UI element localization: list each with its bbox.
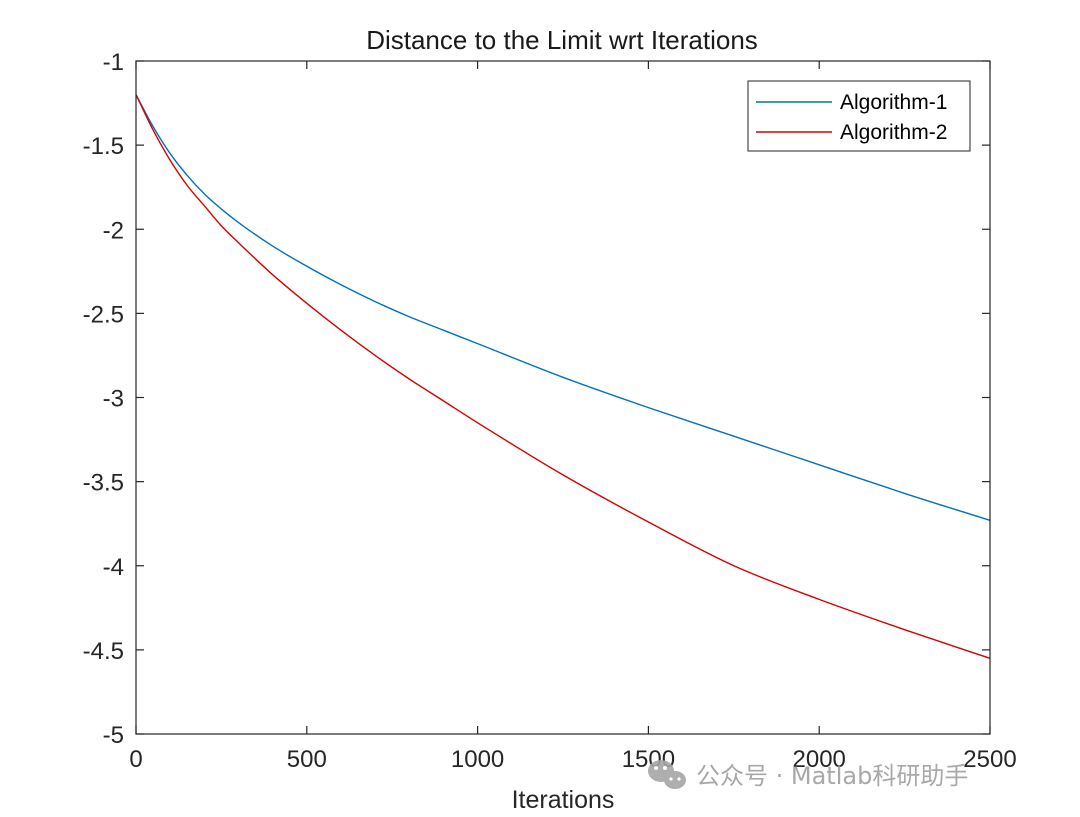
legend: Algorithm-1 Algorithm-2 [747,80,971,152]
wechat-icon [648,760,686,789]
x-tick-label: 2000 [793,746,846,773]
y-tick-label: -5 [103,722,124,749]
x-tick-label: 2500 [963,746,1016,773]
y-tick-label: -4.5 [83,638,124,665]
y-tick-label: -3 [103,386,124,413]
y-tick-label: -4 [103,554,124,581]
y-tick-label: -2 [103,217,124,244]
y-tick-label: -2.5 [83,301,124,328]
y-tick-label: -3.5 [83,470,124,497]
series-lines [135,94,991,659]
y-tick-label: -1.5 [83,133,124,160]
legend-box [747,80,971,152]
legend-entry: Algorithm-1 [840,91,947,114]
x-axis-label: Iterations [512,786,615,814]
legend-entry: Algorithm-2 [840,121,947,144]
series-line-algorithm-1 [135,94,991,521]
x-tick-label: 500 [287,746,327,773]
plot-area [136,61,990,734]
series-line-algorithm-2 [135,94,991,659]
watermark-text: 公众号 · Matlab科研助手 [696,762,968,790]
watermark: 公众号 · Matlab科研助手 [648,760,968,790]
plot-frame [135,60,991,735]
x-tick-label: 0 [129,746,142,773]
chart-title: Distance to the Limit wrt Iterations [366,25,758,55]
x-tick-label: 1000 [451,746,504,773]
y-tick-label: -1 [103,49,124,76]
